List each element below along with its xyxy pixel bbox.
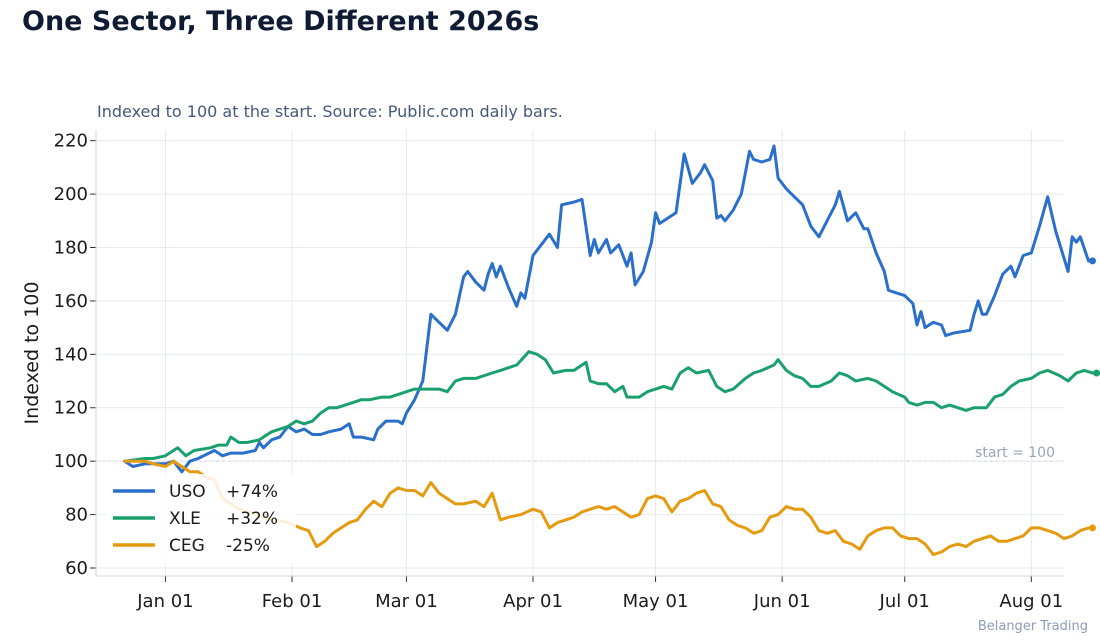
x-tick-label: Aug 01 [999, 591, 1063, 612]
chart-title: One Sector, Three Different 2026s [22, 6, 540, 37]
legend-label-xle: XLE [169, 509, 201, 529]
y-tick-label: 100 [54, 451, 88, 472]
legend-label-uso: USO [169, 482, 206, 502]
x-tick-label: Feb 01 [262, 591, 323, 612]
end-marker-xle [1093, 369, 1100, 377]
y-tick-label: 200 [54, 184, 88, 205]
end-labels: USOXLECEG [1089, 257, 1100, 532]
x-tick-label: Jan 01 [136, 591, 193, 612]
series-lines [123, 144, 1095, 557]
legend-change-uso: +74% [226, 482, 278, 502]
series-line-ceg [123, 459, 1090, 557]
x-tick-label: Apr 01 [503, 591, 563, 612]
reference-line-group: start = 100 [96, 445, 1064, 462]
legend-change-xle: +32% [226, 509, 278, 529]
y-tick-label: 80 [65, 505, 88, 526]
axes: 60 80 100 120 140 160 180 200 220 Jan 01 Feb 01 Mar… [21, 130, 1064, 612]
legend: USO +74% XLE +32% CEG -25% [106, 474, 296, 564]
y-axis-label: Indexed to 100 [21, 282, 43, 425]
legend-change-ceg: -25% [226, 536, 270, 556]
x-tick-label: May 01 [623, 591, 689, 612]
x-tick-label: Jul 01 [879, 591, 930, 612]
y-tick-label: 120 [54, 398, 88, 419]
grid-lines [96, 130, 1064, 576]
end-marker-ceg [1089, 524, 1097, 532]
series-line-xle [123, 350, 1095, 463]
series-line-uso [123, 144, 1090, 474]
end-marker-uso [1089, 257, 1097, 265]
y-tick-label: 140 [54, 344, 88, 365]
x-tick-label: Jun 01 [753, 591, 811, 612]
credit-label: Belanger Trading [977, 619, 1088, 634]
y-tick-label: 220 [54, 131, 88, 152]
reference-line-label: start = 100 [975, 445, 1055, 461]
chart-subtitle: Indexed to 100 at the start. Source: Pub… [97, 102, 563, 121]
y-tick-label: 160 [54, 291, 88, 312]
legend-label-ceg: CEG [169, 536, 205, 556]
y-tick-label: 180 [54, 238, 88, 259]
y-tick-label: 60 [65, 558, 88, 579]
x-tick-label: Mar 01 [375, 591, 438, 612]
